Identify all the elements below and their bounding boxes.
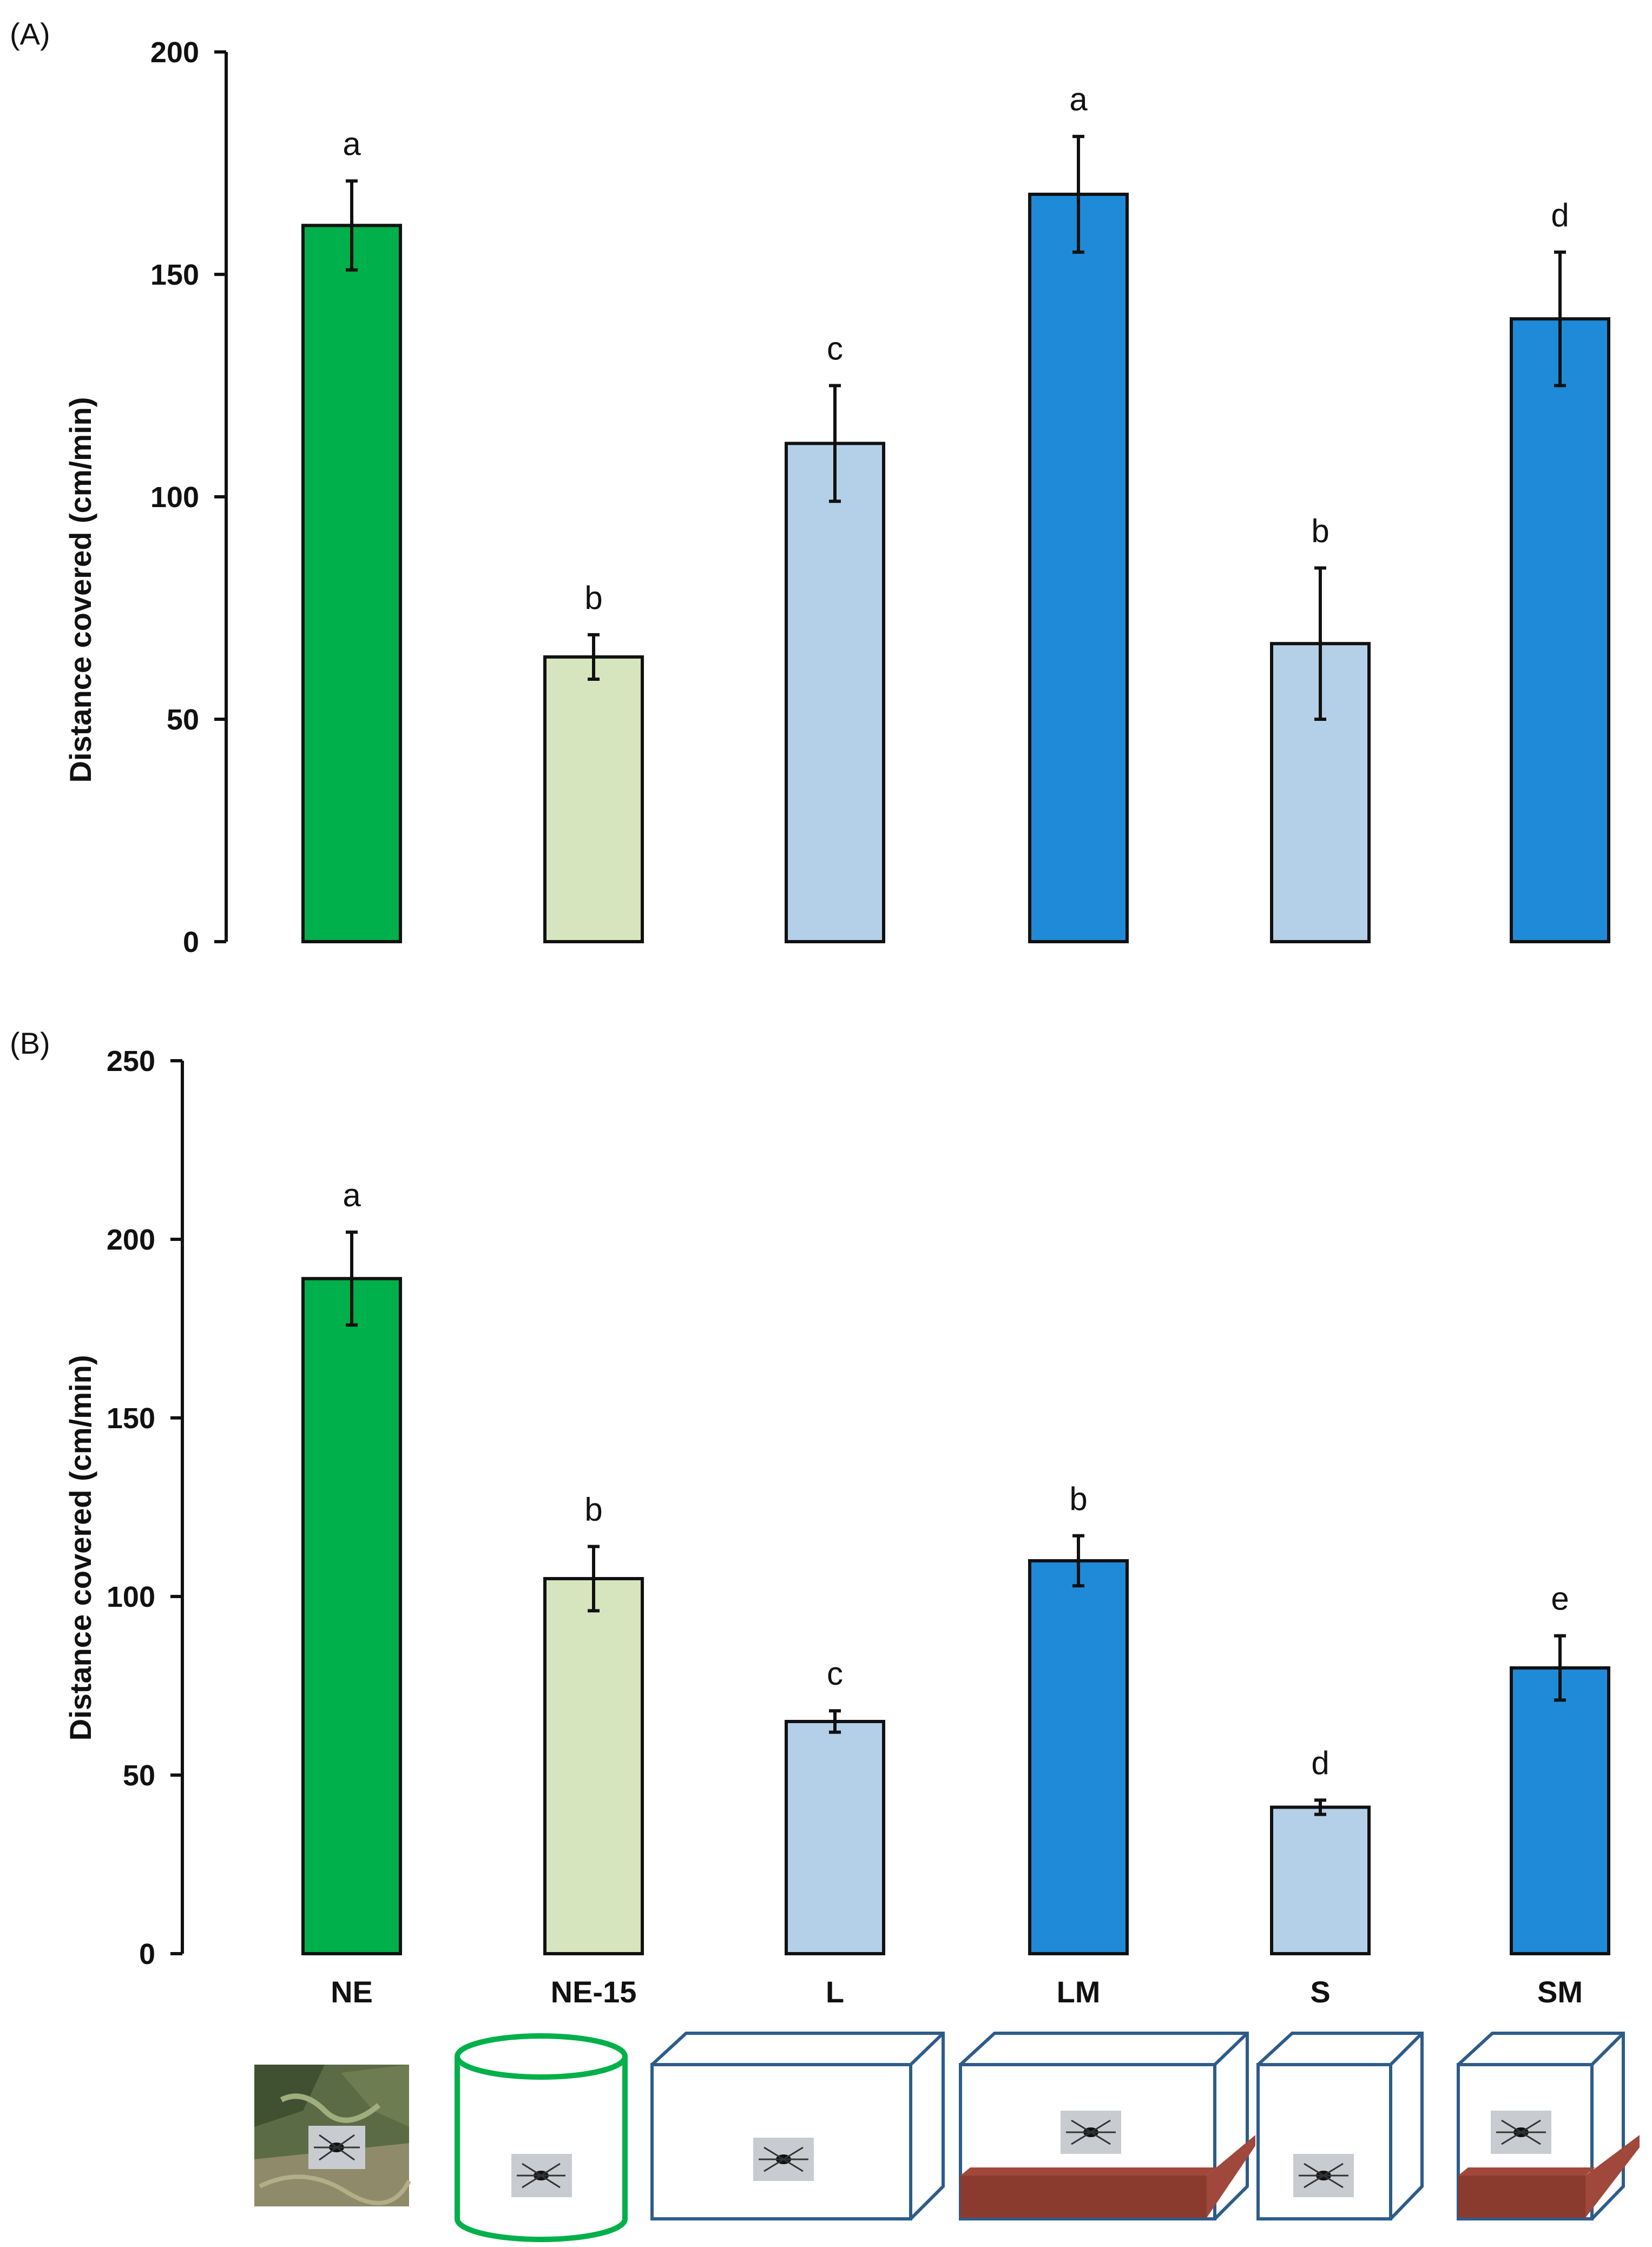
panel-b-label: (B) xyxy=(10,1026,50,1060)
panel-b-significance-letter: e xyxy=(1551,1581,1569,1617)
panel-a-error-bar-l xyxy=(829,384,841,503)
panel-a-y-tick-label: 100 xyxy=(150,481,199,514)
panel-a-y-axis-label: Distance covered (cm/min) xyxy=(63,397,97,783)
panel-a-significance-letter: d xyxy=(1551,197,1569,233)
panel-a-error-bar-ne xyxy=(346,179,358,272)
small-box-icon xyxy=(1256,2032,1424,2220)
panel-b-y-tick-label: 250 xyxy=(107,1045,155,1077)
small-box-with-log-icon xyxy=(1457,2032,1640,2220)
panel-a-label: (A) xyxy=(10,17,50,51)
panel-b-y-tick-label: 150 xyxy=(107,1402,155,1435)
panel-a-bar-ne xyxy=(301,224,402,944)
panel-a-significance-letter: b xyxy=(1311,513,1329,549)
large-box-icon xyxy=(650,2032,945,2220)
panel-a-y-tick-label: 50 xyxy=(167,704,199,736)
panel-b-bar-lm xyxy=(1028,1559,1129,1955)
panel-b-error-bar-lm xyxy=(1072,1534,1084,1588)
panel-a-significance-letter: a xyxy=(1069,81,1088,117)
panel-a-error-bar-lm xyxy=(1072,135,1084,254)
panel-a-error-bar-sm xyxy=(1554,250,1566,387)
panel-a-significance-letter: a xyxy=(343,126,361,162)
panel-a-y-tick-label: 0 xyxy=(183,926,199,958)
panel-b-y-tick-label: 50 xyxy=(123,1759,155,1792)
panel-b-bars: a b c b d e xyxy=(301,1177,1610,1956)
panel-a-significance-letter: b xyxy=(584,580,602,616)
panel-b-significance-letter: b xyxy=(1069,1481,1087,1517)
panel-b-error-bar-s xyxy=(1314,1798,1326,1816)
x-category-label-sm: SM xyxy=(1537,1975,1583,2009)
panel-a-y-tick-label: 150 xyxy=(150,259,199,291)
panel-a-bar-ne-15 xyxy=(543,655,644,944)
x-category-label-l: L xyxy=(826,1975,844,2009)
panel-b-y-tick-label: 200 xyxy=(107,1224,155,1256)
panel-a-y-tick-label: 200 xyxy=(150,36,199,69)
panel-a-y-ticks: 0 50 100 150 200 xyxy=(150,36,226,958)
panel-b-error-bar-l xyxy=(829,1709,841,1734)
panel-b-category-labels: NE NE-15 L LM S SM xyxy=(331,1975,1583,2009)
x-category-label-s: S xyxy=(1310,1975,1330,2009)
panel-b-error-bar-ne-15 xyxy=(588,1545,600,1613)
arena-icons-row xyxy=(254,2032,1640,2242)
panel-a-bar-lm xyxy=(1028,193,1129,943)
panel-b-y-tick-label: 0 xyxy=(139,1938,155,1970)
panel-b-bar-ne-15 xyxy=(543,1577,644,1955)
panel-b-error-bar-ne xyxy=(346,1230,358,1327)
panel-b-bar-l xyxy=(785,1720,885,1955)
x-category-label-ne: NE xyxy=(331,1975,373,2009)
panel-a-significance-letter: c xyxy=(827,331,843,367)
panel-a-chart: (A) Distance covered (cm/min) 0 50 100 150 2… xyxy=(10,17,1610,958)
panel-a-error-bar-s xyxy=(1314,566,1326,721)
panel-b-y-tick-label: 100 xyxy=(107,1581,155,1613)
panel-b-significance-letter: d xyxy=(1311,1745,1329,1781)
cylinder-arena-icon xyxy=(455,2033,628,2242)
x-category-label-lm: LM xyxy=(1057,1975,1101,2009)
panel-b-significance-letter: a xyxy=(343,1177,361,1213)
panel-b-bar-s xyxy=(1270,1805,1371,1955)
panel-b-error-bar-sm xyxy=(1554,1634,1566,1702)
panel-a-bars: a b c a b d xyxy=(301,81,1610,944)
panel-a-bar-sm xyxy=(1510,317,1610,944)
panel-a-bar-l xyxy=(785,442,885,943)
x-category-label-ne-15: NE-15 xyxy=(551,1975,637,2009)
panel-b-significance-letter: c xyxy=(827,1655,843,1692)
panel-b-significance-letter: b xyxy=(584,1492,602,1528)
panel-b-y-ticks: 0 50 100 150 200 250 xyxy=(107,1045,182,1970)
panel-b-y-axis-label: Distance covered (cm/min) xyxy=(63,1355,97,1741)
panel-b-bar-sm xyxy=(1510,1666,1610,1955)
panel-b-chart: (B) Distance covered (cm/min) 0 50 100 150 2… xyxy=(10,1026,1610,2009)
panel-a-error-bar-ne-15 xyxy=(588,633,600,681)
panel-b-bar-ne xyxy=(301,1277,402,1956)
field-photo-icon xyxy=(254,2065,411,2206)
large-box-with-log-icon xyxy=(959,2032,1255,2220)
